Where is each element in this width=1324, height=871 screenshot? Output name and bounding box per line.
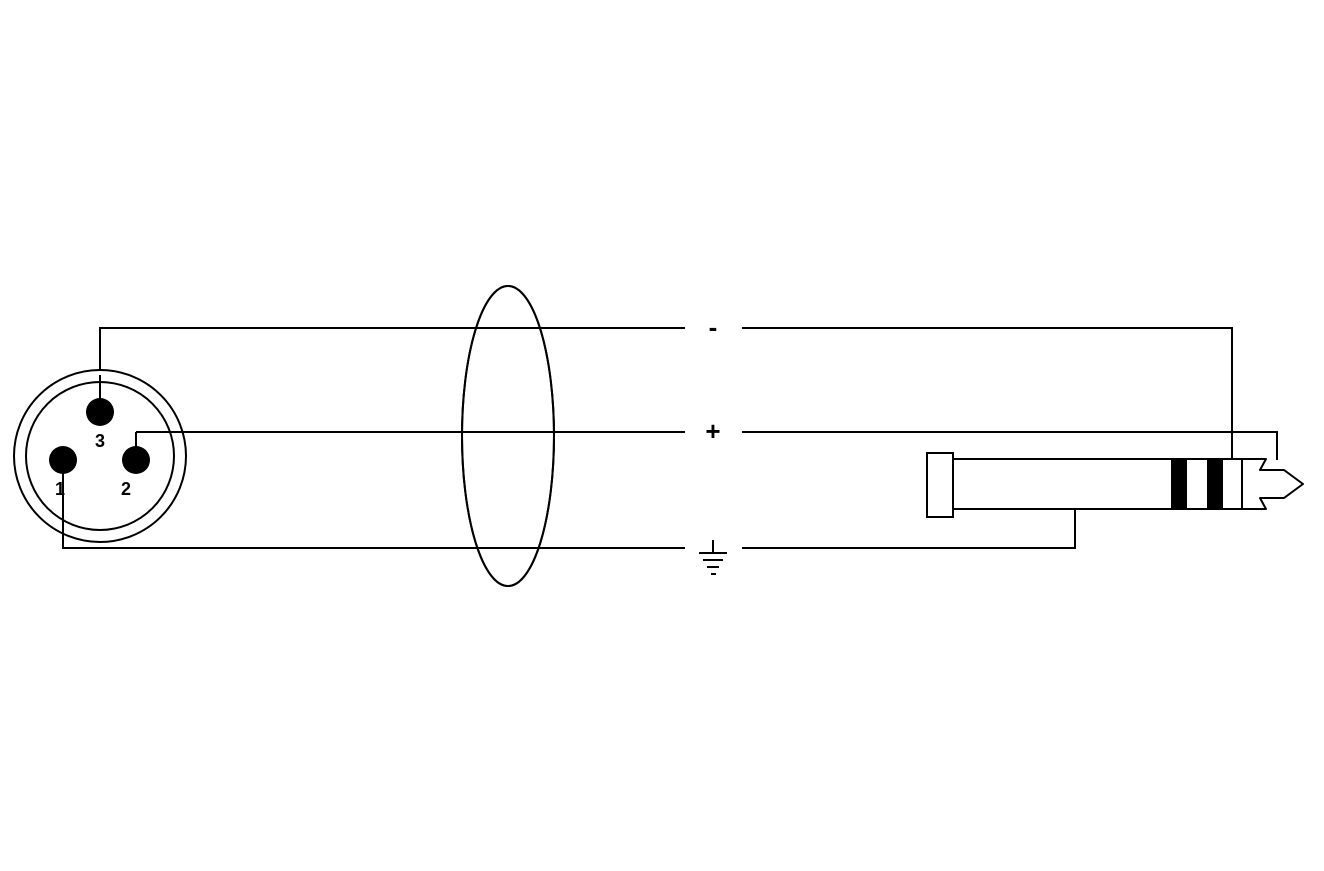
xlr-connector: 3 1 2 bbox=[14, 370, 186, 542]
xlr-pin-2-label: 2 bbox=[121, 479, 131, 499]
wiring-diagram: - + 3 1 2 bbox=[0, 0, 1324, 871]
wire-ground bbox=[63, 460, 1075, 548]
trs-jack bbox=[927, 432, 1303, 517]
xlr-pin-1-label: 1 bbox=[55, 479, 65, 499]
wire-negative bbox=[100, 328, 1232, 459]
xlr-pin-2 bbox=[122, 446, 150, 474]
label-plus: + bbox=[705, 416, 720, 446]
label-minus: - bbox=[709, 312, 718, 342]
xlr-pin-1 bbox=[49, 446, 77, 474]
xlr-pin-3-label: 3 bbox=[95, 431, 105, 451]
ground-symbol bbox=[699, 540, 727, 574]
xlr-pin-3 bbox=[86, 398, 114, 426]
